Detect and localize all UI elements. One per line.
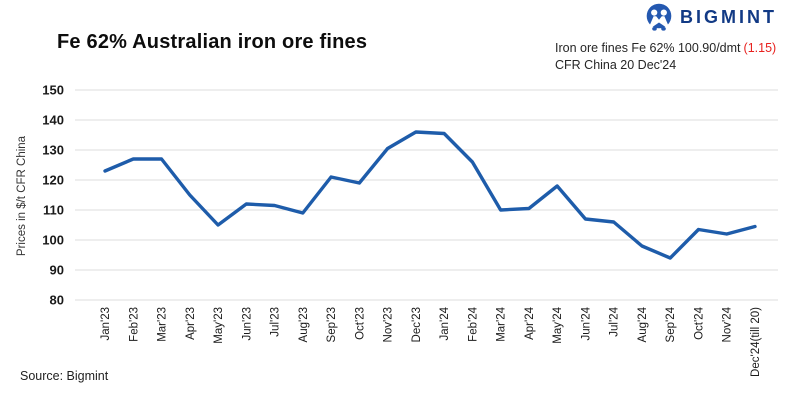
- y-tick-label: 90: [50, 263, 64, 278]
- ticker-change-value: (1.15): [743, 41, 777, 55]
- ticker-line1: Iron ore fines Fe 62% 100.90/dmt (1.15): [555, 40, 785, 57]
- x-tick-label: Feb'23: [128, 307, 140, 342]
- x-tick-label: Mar'24: [496, 306, 508, 341]
- chart-title: Fe 62% Australian iron ore fines: [57, 31, 368, 53]
- x-tick-label: Dec'24(till 20): [750, 307, 762, 377]
- y-axis-title: Prices in $/t CFR China: [16, 135, 28, 256]
- x-tick-label: Aug'23: [298, 307, 310, 342]
- source-note: Source: Bigmint: [20, 369, 109, 383]
- y-tick-label: 100: [42, 233, 64, 248]
- bigmint-logo-wordmark: BIGMINT: [680, 6, 777, 27]
- ticker-price-text: Iron ore fines Fe 62% 100.90/dmt: [555, 41, 741, 55]
- x-tick-label: May'23: [213, 307, 225, 344]
- price-ticker: Iron ore fines Fe 62% 100.90/dmt (1.15) C…: [555, 40, 785, 74]
- x-tick-label: Mar'23: [157, 307, 169, 342]
- ticker-date-line: CFR China 20 Dec'24: [555, 58, 677, 72]
- x-tick-label: Nov'24: [722, 306, 734, 342]
- y-tick-label: 150: [42, 83, 64, 98]
- bigmint-logo-icon: [646, 3, 672, 31]
- y-tick-label: 120: [42, 173, 64, 188]
- x-tick-label: Nov'23: [383, 307, 395, 342]
- x-tick-label: Apr'24: [524, 306, 536, 339]
- x-tick-label: Sep'24: [665, 306, 677, 342]
- x-tick-label: Jan'23: [100, 307, 112, 341]
- x-tick-label: Jun'24: [580, 306, 592, 340]
- x-tick-label: Aug'24: [637, 306, 649, 342]
- x-tick-label: Jul'24: [609, 306, 621, 336]
- bigmint-logo: BIGMINT: [645, 3, 777, 31]
- x-tick-label: Sep'23: [326, 307, 338, 342]
- x-tick-label: Jun'23: [241, 307, 253, 341]
- x-tick-label: Oct'24: [693, 306, 705, 339]
- x-tick-label: Oct'23: [354, 307, 366, 340]
- x-tick-label: Dec'23: [411, 307, 423, 342]
- y-tick-label: 80: [50, 293, 64, 308]
- x-tick-label: Apr'23: [185, 307, 197, 340]
- x-tick-label: Feb'24: [467, 306, 479, 341]
- x-tick-label: Jul'23: [270, 307, 282, 337]
- y-tick-label: 130: [42, 143, 64, 158]
- y-tick-label: 140: [42, 113, 64, 128]
- x-tick-label: Jan'24: [439, 306, 451, 340]
- x-tick-label: May'24: [552, 306, 564, 343]
- price-line: [103, 130, 757, 260]
- y-tick-label: 110: [43, 203, 64, 218]
